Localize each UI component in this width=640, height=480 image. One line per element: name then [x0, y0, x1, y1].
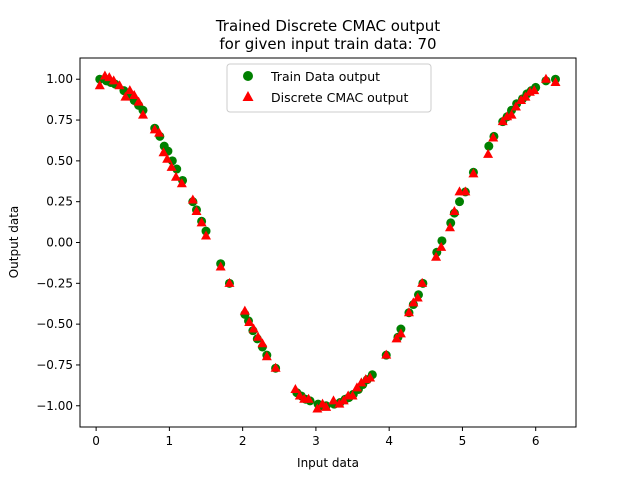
train-data-point	[167, 156, 177, 166]
y-tick-label: −1.00	[36, 399, 73, 413]
cmac-output-point	[162, 153, 173, 163]
cmac-output-point	[321, 401, 332, 411]
cmac-output-point	[244, 317, 255, 327]
y-tick-label: 0.00	[46, 236, 73, 250]
cmac-output-point	[417, 277, 428, 287]
cmac-output-point	[334, 398, 345, 408]
cmac-output-point	[303, 393, 314, 403]
legend-box	[226, 63, 432, 113]
x-axis-ticks: 0 1 2 3 4 5 6	[92, 427, 540, 448]
y-tick-label: 0.50	[46, 154, 73, 168]
x-tick-label: 4	[385, 434, 393, 448]
train-data-point	[437, 236, 447, 246]
train-data-point	[455, 197, 465, 207]
cmac-output-point	[444, 222, 455, 232]
legend-marker-cmac	[242, 91, 254, 101]
cmac-output-point	[356, 377, 367, 387]
y-tick-label: 1.00	[46, 72, 73, 86]
x-tick-label: 3	[312, 434, 320, 448]
cmac-output-point	[120, 91, 131, 101]
cmac-output-point	[201, 230, 212, 240]
cmac-output-point	[510, 101, 521, 111]
y-tick-label: −0.50	[36, 317, 73, 331]
cmac-output-point	[497, 116, 508, 126]
cmac-output-point	[196, 217, 207, 227]
cmac-output-point	[529, 85, 540, 95]
cmac-output-point	[215, 261, 226, 271]
cmac-output-point	[488, 132, 499, 142]
cmac-output-point	[338, 395, 349, 405]
x-tick-label: 0	[92, 434, 100, 448]
x-axis-label: Input data	[297, 456, 359, 470]
cmac-output-point	[391, 333, 402, 343]
y-tick-label: 0.25	[46, 195, 73, 209]
chart-title-line2: for given input train data: 70	[219, 35, 436, 53]
cmac-output-point	[351, 382, 362, 392]
cmac-output-point	[187, 194, 198, 204]
cmac-output-point	[365, 372, 376, 382]
cmac-output-point	[270, 362, 281, 372]
legend-marker-train	[243, 71, 253, 81]
cmac-output-point	[483, 148, 494, 158]
cmac-output-point	[176, 178, 187, 188]
cmac-output-point	[191, 205, 202, 215]
y-tick-label: 0.75	[46, 113, 73, 127]
cmac-output-point	[449, 205, 460, 215]
cmac-output-point	[138, 109, 149, 119]
legend: Train Data output Discrete CMAC output	[226, 63, 432, 113]
cmac-output-point	[468, 168, 479, 178]
cmac-output-point	[158, 147, 169, 157]
cmac-output-point	[431, 251, 442, 261]
y-axis-ticks: −1.00 −0.75 −0.50 −0.25 0.00 0.25 0.50 0.75 1.00	[36, 72, 80, 413]
cmac-output-point	[395, 328, 406, 338]
cmac-output-point	[154, 127, 165, 137]
legend-label-cmac: Discrete CMAC output	[271, 90, 408, 105]
cmac-output-point	[460, 186, 471, 196]
cmac-output-point	[133, 96, 144, 106]
cmac-output-point	[540, 73, 551, 83]
cmac-output-point	[312, 403, 323, 413]
cmac-output-point	[516, 94, 527, 104]
y-tick-label: −0.25	[36, 276, 73, 290]
cmac-output-point	[290, 383, 301, 393]
x-tick-label: 5	[459, 434, 467, 448]
cmac-output-point	[124, 85, 135, 95]
plot-area	[80, 58, 576, 427]
legend-label-train: Train Data output	[270, 69, 380, 84]
x-tick-label: 2	[239, 434, 247, 448]
cmac-output-point	[257, 338, 268, 348]
x-tick-label: 1	[166, 434, 174, 448]
cmac-output-point	[108, 75, 119, 85]
cmac-output-point	[347, 390, 358, 400]
cmac-output-point	[408, 297, 419, 307]
cmac-output-point	[248, 323, 259, 333]
cmac-output-point	[239, 305, 250, 315]
cmac-output-point	[94, 80, 105, 90]
cmac-output-point	[436, 241, 447, 251]
cmac-output-point	[328, 395, 339, 405]
train-data-point	[484, 141, 494, 151]
cmac-output-point	[129, 90, 140, 100]
cmac-output-point	[114, 80, 125, 90]
cmac-output-point	[412, 292, 423, 302]
cmac-output-point	[550, 76, 561, 86]
cmac-output-point	[520, 91, 531, 101]
cmac-output-point	[261, 351, 272, 361]
train-data-point	[172, 164, 182, 174]
chart-title-line1: Trained Discrete CMAC output	[215, 17, 440, 35]
cmac-output-point	[403, 307, 414, 317]
data-marks	[94, 70, 561, 413]
cmac-output-point	[170, 171, 181, 181]
cmac-output-point	[224, 277, 235, 287]
cmac-output-point	[253, 331, 264, 341]
cmac-output-point	[506, 109, 517, 119]
x-tick-label: 6	[532, 434, 540, 448]
y-tick-label: −0.75	[36, 358, 73, 372]
cmac-output-point	[381, 349, 392, 359]
cmac-output-point	[166, 161, 177, 171]
y-axis-label: Output data	[7, 206, 21, 279]
